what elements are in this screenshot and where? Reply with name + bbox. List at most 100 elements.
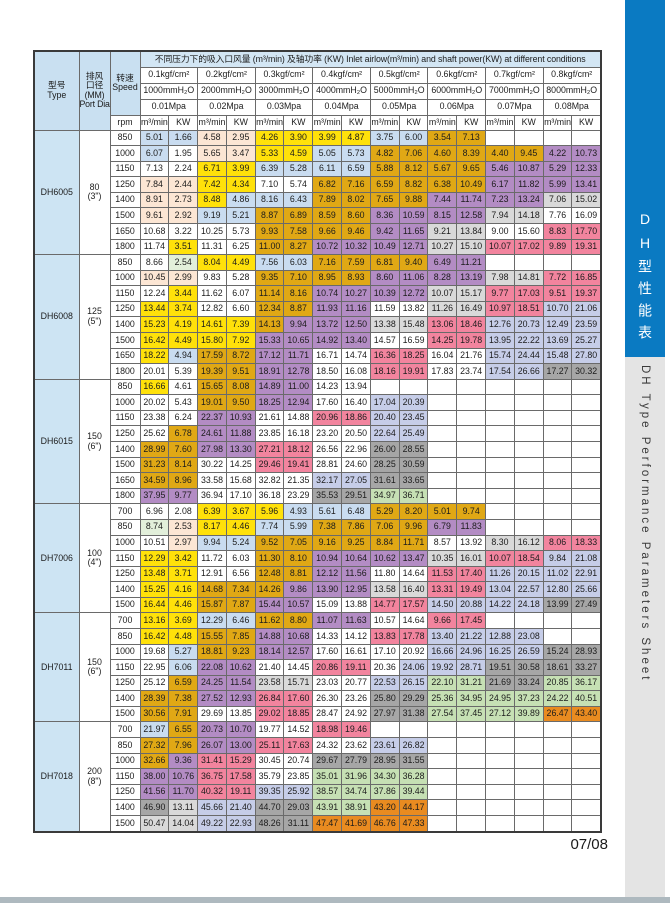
data-cell: 27.49 [571, 596, 602, 614]
data-cell: 12.58 [456, 207, 487, 224]
data-cell: 24.92 [341, 705, 371, 723]
data-cell: 8.81 [283, 565, 314, 583]
data-cell: 4.22 [542, 145, 573, 162]
data-cell: 27.05 [341, 472, 371, 489]
data-cell: 7.91 [168, 705, 199, 723]
data-cell: 13.48 [139, 565, 170, 583]
data-cell: 47.47 [312, 814, 343, 833]
data-cell: 11.72 [197, 550, 227, 567]
data-cell: 17.10 [225, 487, 256, 505]
data-cell: 20.86 [312, 659, 343, 676]
data-cell: 8.12 [398, 160, 429, 178]
rpm-cell: 1400 [109, 441, 141, 458]
table-row: 1800 20.01 5.39 19.39 9.51 18.91 12.78 18.50 16.… [34, 363, 602, 380]
data-cell: 7.76 [542, 207, 573, 224]
rpm-cell: 850 [109, 518, 141, 536]
data-cell: 1.95 [168, 145, 199, 162]
table-row: 1250 7.84 2.44 7.42 4.34 7.10 5.74 6.82 7.16 6.59… [34, 176, 602, 193]
data-cell: 25.80 [369, 690, 400, 707]
data-cell: 8.84 [369, 534, 400, 552]
data-cell: 19.92 [427, 659, 458, 676]
data-cell: 7.42 [197, 176, 227, 193]
data-cell: 13.06 [427, 316, 458, 334]
data-cell: 9.66 [427, 612, 458, 629]
table-row: 1500 30.56 7.91 29.69 13.85 29.02 18.85 28.47 24… [34, 705, 602, 723]
data-cell: 23.45 [398, 409, 429, 427]
data-cell: 9.77 [485, 285, 515, 302]
data-cell: 8.16 [283, 285, 314, 302]
empty-cell [542, 394, 573, 411]
rpm-cell: 1250 [109, 674, 141, 692]
data-cell: 29.51 [341, 487, 371, 505]
data-cell: 23.03 [312, 674, 343, 692]
data-cell: 4.60 [427, 145, 458, 162]
data-cell: 14.33 [312, 628, 343, 645]
empty-cell [427, 425, 458, 443]
data-cell: 4.48 [168, 628, 199, 645]
sidebar-tab-label: DH型性能表 [637, 211, 653, 347]
data-cell: 5.01 [427, 503, 458, 520]
data-cell: 20.02 [139, 394, 170, 411]
data-cell: 16.44 [139, 596, 170, 614]
data-cell: 16.01 [456, 550, 487, 567]
data-cell: 16.42 [139, 628, 170, 645]
data-cell: 7.16 [312, 254, 343, 271]
rpm-cell: 1650 [109, 347, 141, 365]
data-cell: 7.59 [341, 254, 371, 271]
data-cell: 4.93 [283, 503, 314, 520]
data-cell: 9.65 [456, 160, 487, 178]
empty-cell [427, 814, 458, 833]
data-cell: 13.72 [312, 316, 343, 334]
data-cell: 43.40 [571, 705, 602, 723]
header-mmh2o: 3000mmH₂O [254, 82, 314, 100]
empty-cell [456, 737, 487, 754]
data-cell: 10.57 [283, 596, 314, 614]
data-cell: 36.71 [398, 487, 429, 505]
table-row: 1250 13.44 3.74 12.82 6.60 12.34 8.87 11.93 11.1… [34, 300, 602, 318]
empty-cell [571, 518, 602, 536]
rpm-cell: 850 [109, 254, 141, 271]
data-cell: 9.89 [542, 238, 573, 256]
data-cell: 7.16 [341, 176, 371, 193]
data-cell: 28.47 [312, 705, 343, 723]
data-cell: 22.96 [341, 441, 371, 458]
data-cell: 11.07 [312, 612, 343, 629]
data-cell: 8.17 [197, 518, 227, 536]
data-cell: 18.25 [254, 394, 285, 411]
table-row: 1500 50.47 14.04 49.22 22.93 48.26 31.11 47.47 4… [34, 814, 602, 833]
empty-cell [571, 768, 602, 785]
data-cell: 7.10 [254, 176, 285, 193]
empty-cell [542, 441, 573, 458]
empty-cell [571, 378, 602, 396]
data-cell: 21.06 [571, 300, 602, 318]
data-cell: 16.71 [312, 347, 343, 365]
data-cell: 18.22 [139, 347, 170, 365]
data-cell: 36.75 [197, 768, 227, 785]
data-cell: 16.40 [341, 394, 371, 411]
data-cell: 35.79 [254, 768, 285, 785]
table-row: DH7018 200 (8") 700 21.97 6.55 20.73 10.70 19.77… [33, 721, 602, 833]
data-cell: 13.38 [369, 316, 400, 334]
empty-cell [485, 456, 515, 474]
data-cell: 27.97 [369, 705, 400, 723]
data-cell: 17.60 [312, 394, 343, 411]
table-row: 1000 32.66 9.36 31.41 15.29 30.45 20.74 29.67 27… [34, 752, 602, 770]
data-cell: 5.96 [254, 503, 285, 520]
data-cell: 37.86 [369, 783, 400, 801]
data-cell: 17.12 [254, 347, 285, 365]
empty-cell [571, 503, 602, 520]
data-cell: 10.70 [225, 721, 256, 739]
empty-cell [513, 518, 544, 536]
empty-cell [485, 425, 515, 443]
empty-cell [485, 394, 515, 411]
data-cell: 7.58 [283, 222, 314, 240]
data-cell: 13.92 [456, 534, 487, 552]
empty-cell [427, 768, 458, 785]
data-cell: 41.69 [341, 814, 371, 833]
unit-flow-label: m³/min [542, 114, 573, 131]
data-cell: 27.79 [341, 752, 371, 770]
data-cell: 15.80 [197, 332, 227, 349]
data-cell: 6.43 [283, 191, 314, 209]
data-cell: 12.50 [341, 316, 371, 334]
data-cell: 4.46 [168, 596, 199, 614]
